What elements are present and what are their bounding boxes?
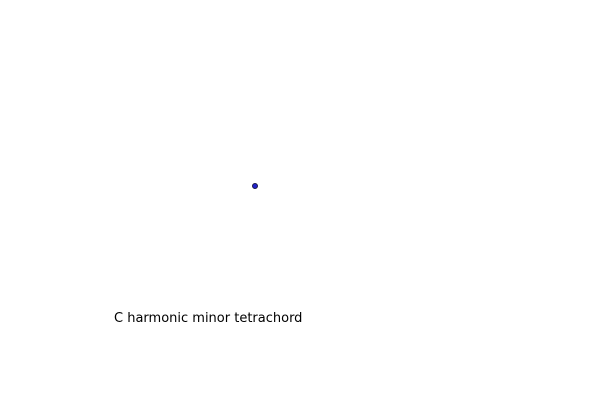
point-marker [252,183,258,189]
diagram-caption: C harmonic minor tetrachord [114,311,303,326]
